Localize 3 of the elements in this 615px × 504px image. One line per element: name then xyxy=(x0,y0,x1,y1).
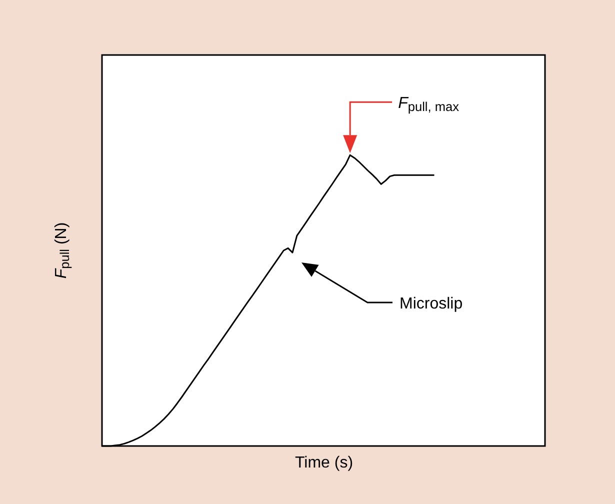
text: F$_{pull, max}$ xyxy=(398,95,460,114)
annotation: Microslip xyxy=(399,296,463,313)
x-axis-title: Time (s) xyxy=(294,454,354,472)
